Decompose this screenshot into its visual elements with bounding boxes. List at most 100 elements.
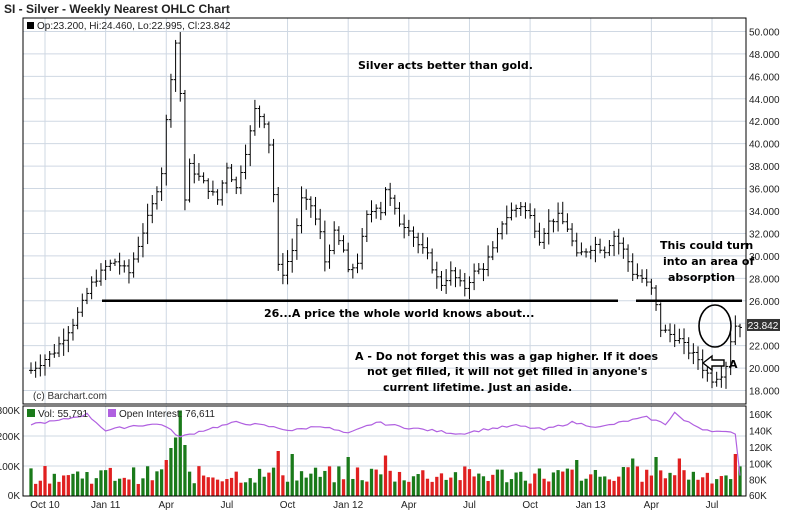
volume-bar <box>458 480 462 496</box>
open-interest-y-tick-label: 120K <box>749 443 773 454</box>
volume-bar <box>76 471 80 496</box>
volume-bar <box>85 472 89 496</box>
volume-bar <box>243 482 248 496</box>
volume-bar <box>537 468 542 496</box>
price-y-tick-label: 20.000 <box>749 364 780 375</box>
volume-bar <box>631 458 635 496</box>
volume-bar <box>229 477 234 496</box>
legend-oi-swatch <box>108 409 116 417</box>
annotation-gap-line2: not get filled, it will not get filled i… <box>367 365 648 378</box>
volume-bar <box>239 482 243 496</box>
legend-volume-swatch <box>27 409 35 417</box>
volume-bar <box>192 483 196 496</box>
volume-bar <box>351 478 355 496</box>
volume-bar <box>313 467 318 496</box>
volume-bar <box>271 467 276 496</box>
price-y-tick-label: 28.000 <box>749 274 780 285</box>
volume-bar <box>435 476 439 496</box>
volume-bar <box>519 471 523 496</box>
ohlc-readout-swatch <box>27 22 34 29</box>
x-axis: Oct 10 Jan 11 Apr Jul Oct Jan 12 Apr Jul Oct Jan … <box>30 500 718 511</box>
volume-bar <box>211 477 215 496</box>
volume-bar <box>439 473 444 496</box>
x-tick-label: Jan 12 <box>333 500 363 511</box>
volume-bar <box>299 471 304 496</box>
x-tick-label: Oct 10 <box>30 500 60 511</box>
volume-bar <box>327 466 332 496</box>
price-y-tick-label: 38.000 <box>749 162 780 173</box>
volume-bar <box>621 467 626 496</box>
volume-bar <box>34 483 38 496</box>
volume-bar <box>332 482 336 496</box>
volume-series <box>29 410 742 496</box>
volume-bar <box>626 467 630 496</box>
volume-bar <box>607 479 612 496</box>
volume-bar <box>197 466 201 496</box>
x-tick-label: Oct <box>522 500 538 511</box>
annotation-absorption-line1: This could turn <box>660 239 753 252</box>
volume-bar <box>131 467 136 496</box>
volume-bar <box>733 454 737 496</box>
volume-bar <box>253 482 257 496</box>
volume-bar <box>206 477 210 496</box>
volume-bar <box>43 466 47 496</box>
volume-bar <box>108 467 112 496</box>
volume-bar <box>682 470 686 496</box>
open-interest-line <box>30 411 741 476</box>
volume-bar <box>495 469 500 496</box>
volume-bar <box>668 472 672 496</box>
volume-bar <box>677 458 681 496</box>
volume-bar <box>141 478 145 496</box>
volume-bar <box>551 472 556 496</box>
x-tick-label: Jan 11 <box>91 500 121 511</box>
ohlc-series <box>29 32 742 389</box>
volume-bar <box>407 481 411 496</box>
volume-bar <box>425 478 430 496</box>
volume-bar <box>346 457 350 496</box>
volume-bar <box>276 451 280 496</box>
volume-bar <box>659 470 663 496</box>
volume-bar <box>201 475 206 496</box>
gap-highlight-ellipse <box>698 304 732 348</box>
price-y-tick-label: 22.000 <box>749 342 780 353</box>
volume-bar <box>355 467 360 496</box>
volume-bar <box>645 469 649 496</box>
x-tick-label: Apr <box>644 500 660 511</box>
volume-bar <box>295 480 299 496</box>
volume-bar <box>500 469 504 496</box>
volume-bar <box>337 466 341 496</box>
price-y-tick-label: 46.000 <box>749 72 780 83</box>
x-tick-label: Jul <box>221 500 234 511</box>
volume-bar <box>719 476 723 496</box>
volume-bar <box>575 460 579 496</box>
volume-bar <box>234 471 238 496</box>
volume-bar <box>62 475 66 496</box>
volume-bar <box>52 473 56 496</box>
volume-bar <box>687 479 691 496</box>
volume-bar <box>449 477 453 496</box>
price-y-tick-label: 30.000 <box>749 252 780 263</box>
price-y-tick-label: 50.000 <box>749 27 780 38</box>
volume-bar <box>48 483 52 496</box>
volume-bar <box>444 479 448 496</box>
volume-bar <box>701 477 705 496</box>
volume-bar <box>388 470 392 496</box>
price-y-tick-label: 34.000 <box>749 207 780 218</box>
volume-bar <box>649 475 654 496</box>
volume-bar <box>164 460 168 496</box>
volume-bar <box>304 477 308 496</box>
volume-bar <box>593 469 598 496</box>
volume-bar <box>225 479 229 496</box>
volume-bar <box>472 476 476 496</box>
gap-arrow-icon <box>701 354 725 372</box>
annotation-gap-line1: A - Do not forget this was a gap higher.… <box>355 350 658 363</box>
volume-bar <box>463 466 467 496</box>
volume-bar <box>397 471 402 496</box>
gap-marker-label: A <box>729 358 738 371</box>
volume-bar <box>178 410 182 496</box>
volume-bar <box>318 476 322 496</box>
